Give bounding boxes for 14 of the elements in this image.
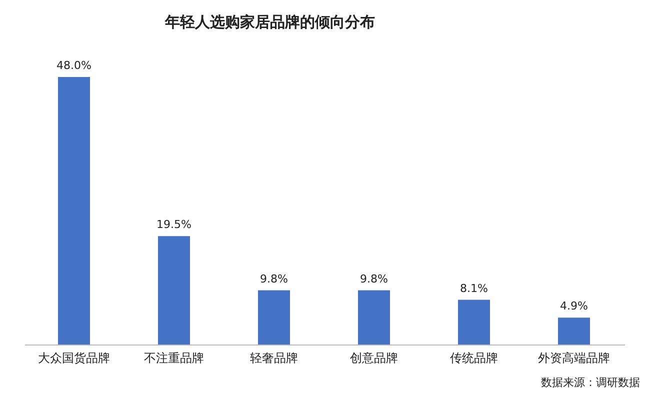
data-label: 8.1% (460, 282, 488, 295)
data-label: 48.0% (56, 59, 92, 72)
x-tick-label: 轻奢品牌 (250, 351, 298, 365)
x-tick-label: 不注重品牌 (144, 351, 204, 365)
source-note: 数据来源：调研数据 (541, 376, 640, 389)
x-tick-label: 大众国货品牌 (38, 351, 110, 365)
data-label: 9.8% (360, 272, 388, 286)
x-tick-label: 创意品牌 (350, 351, 398, 365)
x-tick-label: 传统品牌 (450, 351, 498, 365)
data-label: 4.9% (560, 300, 588, 313)
chart-title: 年轻人选购家居品牌的倾向分布 (164, 13, 375, 31)
x-tick-label: 外资高端品牌 (538, 351, 610, 365)
data-label: 19.5% (156, 218, 192, 232)
data-label: 9.8% (260, 272, 288, 286)
